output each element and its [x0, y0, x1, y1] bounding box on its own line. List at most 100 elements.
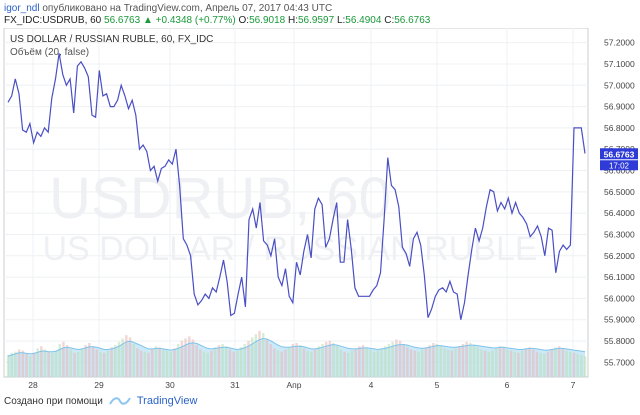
volume-bar [40, 346, 43, 377]
volume-bar [506, 349, 509, 377]
volume-bar [524, 348, 528, 377]
x-tick-label: 29 [94, 380, 104, 390]
volume-bar [347, 352, 350, 377]
symbol-label: FX_IDC:USDRUB, 60 [4, 15, 102, 26]
tradingview-logo-icon [109, 397, 131, 405]
volume-bar [121, 338, 124, 377]
price-chart[interactable]: USDRUB, 60 US DOLLAR / RUSSIAN RUBLE US … [0, 28, 640, 393]
y-tick-label: 56.3000 [604, 229, 635, 239]
volume-bar [472, 345, 476, 377]
volume-bar [435, 344, 439, 377]
volume-bar [387, 344, 391, 377]
volume-bar [36, 348, 39, 377]
low-value: 56.4904 [345, 15, 382, 26]
volume-bar [110, 347, 113, 377]
volume-bar [409, 349, 413, 377]
tradingview-brand-link[interactable]: TradingView [136, 395, 198, 407]
volume-bar [80, 348, 84, 377]
volume-bar [446, 349, 450, 377]
y-tick-label: 56.0000 [604, 293, 635, 303]
volume-bar [583, 356, 587, 377]
volume-bar [276, 350, 280, 377]
volume-bar [77, 351, 80, 377]
x-tick-label: 28 [28, 380, 38, 390]
volume-bar [546, 351, 550, 377]
publish-text: опубликовано на TradingView.com, Апрель … [42, 3, 333, 14]
x-tick-label: Апр [287, 380, 302, 390]
volume-bar [114, 345, 117, 377]
volume-bar [17, 349, 21, 377]
volume-bar [380, 348, 383, 377]
volume-bar [213, 347, 217, 377]
volume-bar [69, 349, 73, 377]
volume-bar [128, 337, 132, 377]
high-label: H: [288, 15, 298, 26]
volume-bar [195, 345, 198, 377]
price-tag-value: 56.6763 [604, 149, 635, 159]
volume-bar [350, 350, 354, 377]
volume-bar [188, 336, 191, 377]
volume-bar [358, 346, 361, 377]
volume-bar [361, 345, 365, 377]
author-link[interactable]: igor_ndl [4, 3, 40, 14]
volume-indicator-label: Объём (20, false) [10, 46, 89, 58]
volume-bar [210, 350, 213, 377]
volume-bar [321, 344, 324, 377]
volume-bar [335, 346, 339, 377]
volume-bar [561, 348, 565, 377]
x-tick-label: 6 [505, 380, 510, 390]
volume-bar [461, 344, 465, 377]
volume-bar [291, 344, 295, 377]
y-tick-label: 55.7000 [604, 357, 635, 367]
volume-bar [543, 353, 546, 377]
price-tag: 56.6763 17:02 [600, 148, 638, 171]
volume-bar [354, 348, 357, 377]
volume-bar [65, 345, 69, 377]
volume-bar [299, 345, 302, 377]
y-tick-label: 57.1000 [604, 59, 635, 69]
volume-bar [417, 351, 420, 377]
watermark-symbol: USDRUB, 60 [49, 166, 391, 231]
volume-bar [406, 347, 409, 377]
volume-bar [228, 349, 232, 377]
y-tick-label: 56.9000 [604, 102, 635, 112]
x-axis[interactable]: 28 29 30 31 Апр 4 5 6 7 [28, 380, 575, 390]
volume-bar [372, 351, 376, 377]
volume-bar [95, 349, 98, 377]
x-tick-label: 30 [165, 380, 175, 390]
volume-bar [25, 353, 28, 377]
volume-bar [154, 346, 158, 377]
y-tick-label: 56.4000 [604, 208, 635, 218]
volume-bar [572, 352, 576, 377]
volume-bar [47, 351, 50, 377]
time-tag-box [600, 160, 638, 171]
volume-bar [580, 355, 583, 377]
volume-bar [265, 338, 269, 377]
volume-bar [217, 345, 221, 377]
volume-bar [10, 352, 13, 377]
y-axis[interactable]: 57.200057.100057.000056.900056.800056.70… [604, 38, 635, 368]
volume-bar [221, 344, 224, 377]
volume-bar [73, 352, 76, 377]
volume-bar [480, 349, 483, 377]
volume-bar [243, 344, 246, 377]
volume-bar [517, 352, 520, 377]
volume-bar [54, 350, 58, 377]
volume-bar [465, 341, 468, 377]
volume-bar [483, 350, 487, 377]
open-value: 56.9018 [249, 15, 286, 26]
volume-bar [84, 345, 87, 377]
volume-bar [162, 349, 165, 377]
y-tick-label: 57.0000 [604, 80, 635, 90]
volume-bar [328, 340, 332, 377]
volume-bar [528, 347, 531, 377]
x-tick-label: 7 [571, 380, 576, 390]
volume-bar [287, 347, 291, 377]
volume-bar [247, 340, 250, 377]
volume-bar [29, 356, 32, 377]
price-tag-box [600, 148, 638, 160]
volume-bar [147, 352, 150, 377]
x-tick-label: 5 [435, 380, 440, 390]
volume-bar [173, 348, 176, 377]
volume-bar [535, 351, 539, 377]
